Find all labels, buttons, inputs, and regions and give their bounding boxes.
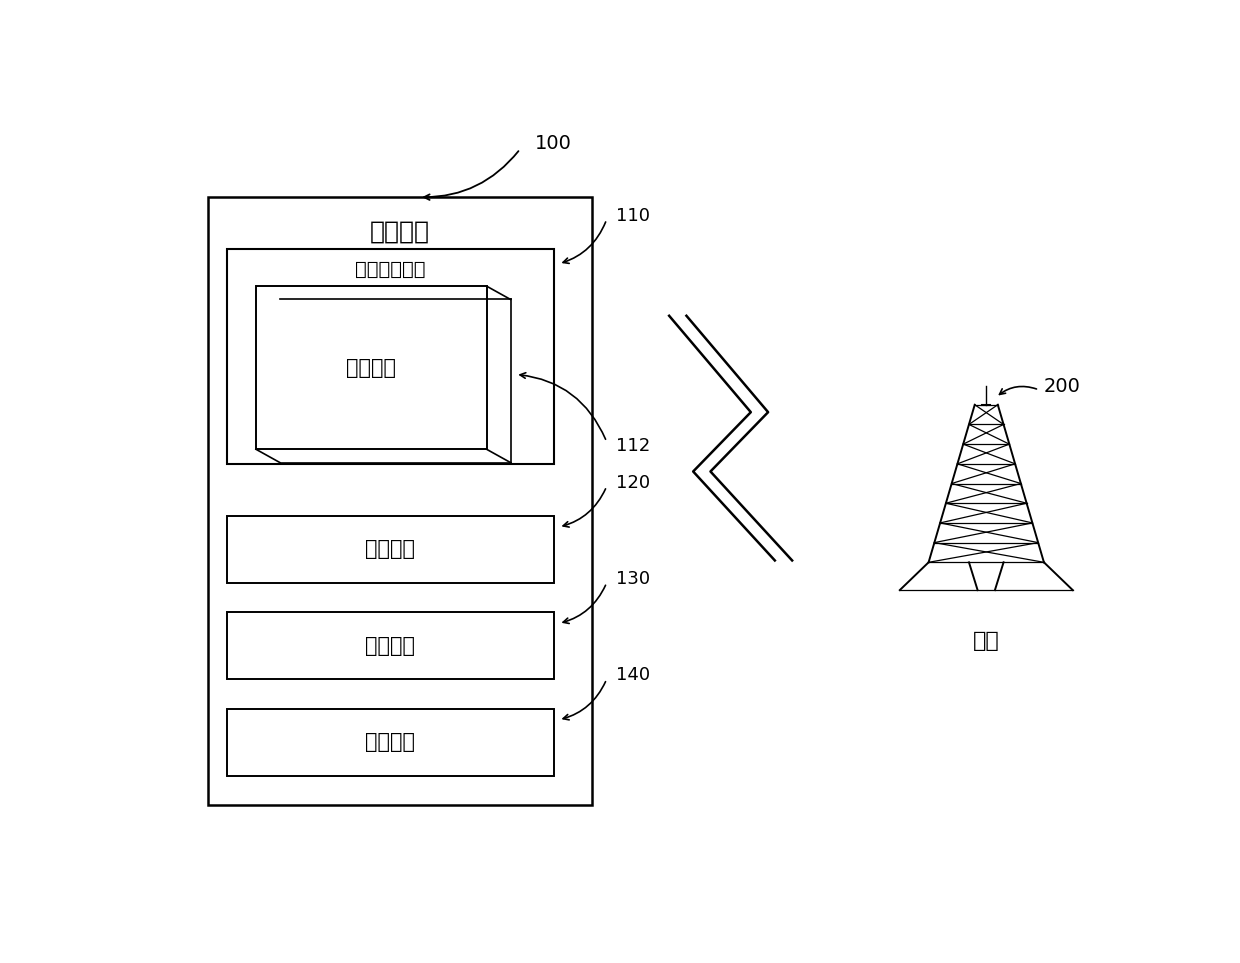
- Text: 200: 200: [1044, 377, 1081, 396]
- Text: 110: 110: [616, 207, 650, 224]
- Text: 112: 112: [616, 436, 651, 455]
- Bar: [255, 286, 486, 449]
- Text: 移动设备: 移动设备: [370, 220, 430, 244]
- Text: 130: 130: [616, 570, 651, 588]
- Bar: [227, 612, 554, 679]
- Text: 频道列表: 频道列表: [346, 357, 397, 377]
- Bar: [227, 249, 554, 464]
- Bar: [227, 516, 554, 583]
- Text: 扫描模块: 扫描模块: [366, 732, 415, 752]
- Bar: [227, 709, 554, 775]
- Text: 100: 100: [534, 134, 572, 153]
- Bar: [208, 197, 593, 805]
- Text: 定位模块: 定位模块: [366, 539, 415, 560]
- Text: 120: 120: [616, 474, 651, 491]
- Text: 基站: 基站: [973, 631, 999, 651]
- Text: 匹配模块: 匹配模块: [366, 636, 415, 656]
- Text: 频道管理模块: 频道管理模块: [355, 260, 425, 279]
- Text: 140: 140: [616, 666, 651, 685]
